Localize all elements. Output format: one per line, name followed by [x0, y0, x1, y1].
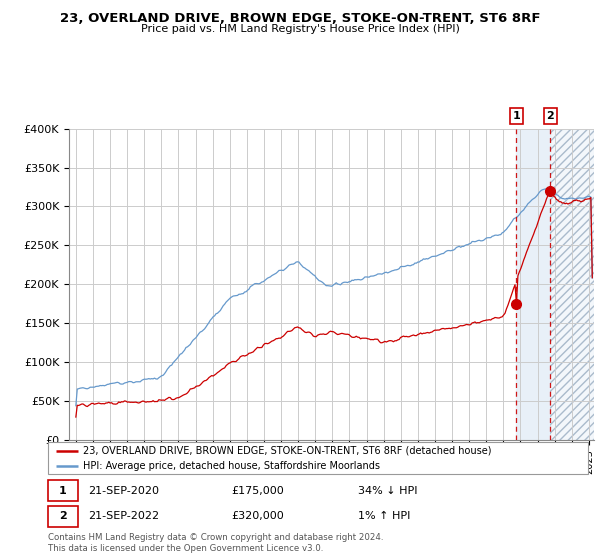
Text: £320,000: £320,000 [232, 511, 284, 521]
Text: £175,000: £175,000 [232, 486, 284, 496]
Text: 23, OVERLAND DRIVE, BROWN EDGE, STOKE-ON-TRENT, ST6 8RF: 23, OVERLAND DRIVE, BROWN EDGE, STOKE-ON… [60, 12, 540, 25]
Text: 21-SEP-2022: 21-SEP-2022 [89, 511, 160, 521]
Text: Contains HM Land Registry data © Crown copyright and database right 2024.
This d: Contains HM Land Registry data © Crown c… [48, 533, 383, 553]
Bar [550, 129, 598, 440]
Text: 2: 2 [59, 511, 67, 521]
Text: 2: 2 [547, 111, 554, 121]
Text: 23, OVERLAND DRIVE, BROWN EDGE, STOKE-ON-TRENT, ST6 8RF (detached house): 23, OVERLAND DRIVE, BROWN EDGE, STOKE-ON… [83, 446, 491, 456]
Text: 21-SEP-2020: 21-SEP-2020 [89, 486, 160, 496]
Text: 1: 1 [512, 111, 520, 121]
Text: 1: 1 [59, 486, 67, 496]
Bar [516, 129, 550, 440]
Bar [48, 480, 78, 501]
Text: 34% ↓ HPI: 34% ↓ HPI [359, 486, 418, 496]
Bar [550, 129, 598, 440]
Text: HPI: Average price, detached house, Staffordshire Moorlands: HPI: Average price, detached house, Staf… [83, 461, 380, 471]
Text: 1% ↑ HPI: 1% ↑ HPI [359, 511, 411, 521]
Bar [48, 506, 78, 527]
Text: Price paid vs. HM Land Registry's House Price Index (HPI): Price paid vs. HM Land Registry's House … [140, 24, 460, 34]
